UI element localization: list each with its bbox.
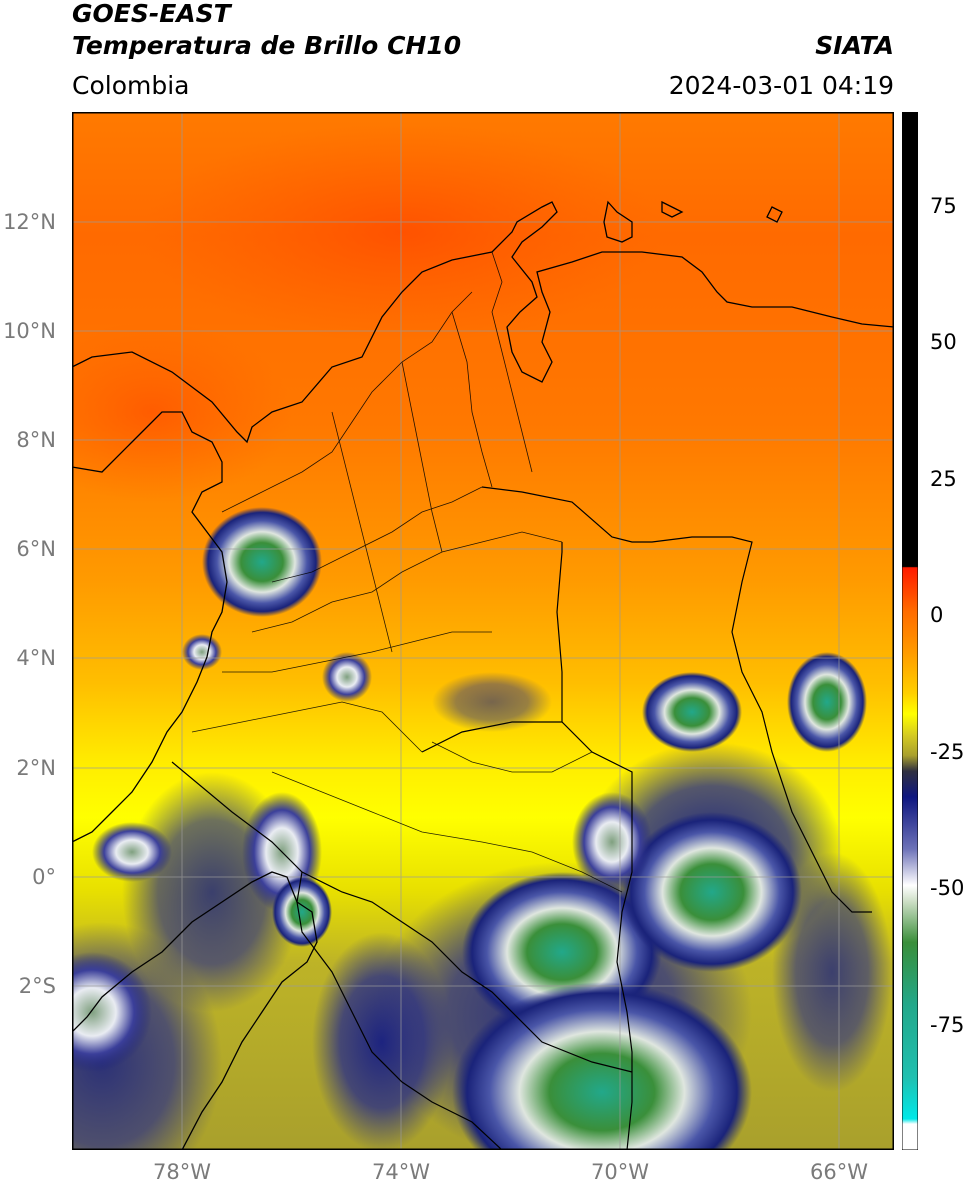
warm-region-caribbean — [142, 122, 662, 342]
colorbar-tick-25: 25 — [930, 467, 957, 491]
lat-label-6n: 6°N — [16, 537, 56, 561]
colorbar-tick-75: 75 — [930, 194, 957, 218]
title-satellite: GOES-EAST — [72, 0, 231, 28]
colorbar-tick-minus50: -50 — [930, 876, 965, 900]
lat-label-10n: 10°N — [3, 319, 56, 343]
coastlines — [72, 200, 894, 1150]
country-borders — [171, 486, 872, 1150]
timestamp: 2024-03-01 04:19 — [668, 71, 894, 100]
title-brand: SIATA — [815, 31, 894, 60]
lon-label-70w: 70°W — [591, 1160, 649, 1184]
map-frame — [72, 112, 894, 1150]
title-product: Temperatura de Brillo CH10 — [72, 31, 462, 60]
department-borders — [191, 251, 623, 893]
colorbar-tick-minus75: -75 — [930, 1013, 965, 1037]
gridlines — [72, 112, 894, 1150]
brightness-temperature-map — [72, 112, 894, 1150]
lon-label-74w: 74°W — [372, 1160, 430, 1184]
lon-label-66w: 66°W — [810, 1160, 868, 1184]
lon-label-78w: 78°W — [153, 1160, 211, 1184]
colorbar-tick-minus25: -25 — [930, 740, 965, 764]
lat-label-2n: 2°N — [16, 756, 56, 780]
lat-label-4n: 4°N — [16, 646, 56, 670]
lat-label-8n: 8°N — [16, 428, 56, 452]
lat-label-2s: 2°S — [18, 974, 56, 998]
colorbar-tick-50: 50 — [930, 330, 957, 354]
lat-label-0: 0° — [32, 865, 56, 889]
colorbar-tick-0: 0 — [930, 603, 944, 627]
region-label: Colombia — [72, 71, 190, 100]
colorbar — [902, 112, 918, 1150]
lat-label-12n: 12°N — [3, 210, 56, 234]
colorbar-fill — [902, 112, 918, 1150]
